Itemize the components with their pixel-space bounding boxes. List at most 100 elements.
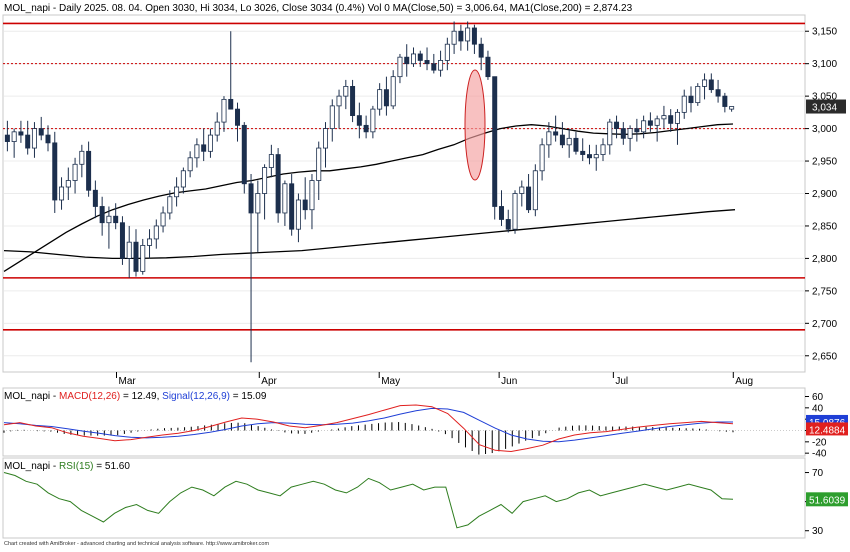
candle-body-up	[397, 56, 403, 78]
candle	[59, 177, 65, 210]
candle	[519, 180, 525, 207]
candle	[99, 196, 105, 236]
candle	[45, 125, 51, 152]
candle	[316, 141, 322, 200]
candle	[228, 31, 234, 110]
macd-value-label: 12.4884	[809, 425, 846, 436]
candle	[356, 102, 362, 139]
candle	[702, 73, 708, 100]
candle	[201, 128, 207, 162]
time-axis: Mar Apr May Jun Jul Aug	[116, 372, 753, 387]
candle-body-down	[526, 186, 532, 211]
candle	[715, 79, 721, 103]
candle-body-down	[25, 134, 31, 149]
candle-body-up	[255, 193, 261, 214]
candle	[72, 157, 78, 194]
candle-body-up	[546, 131, 552, 146]
candle	[167, 190, 173, 220]
candle	[119, 216, 125, 265]
month-label: May	[381, 376, 400, 387]
footer-credit: Chart created with AmiBroker - advanced …	[4, 541, 269, 547]
candle	[397, 53, 403, 84]
candle	[18, 120, 24, 143]
candle	[668, 109, 674, 132]
macd-line	[3, 404, 734, 453]
candle-body-down	[668, 115, 674, 124]
candle-body-up	[194, 144, 200, 159]
candle-body-up	[661, 115, 667, 120]
candle-body-up	[221, 98, 227, 123]
candle	[106, 206, 112, 249]
candle-body-down	[86, 150, 92, 191]
candle	[695, 83, 701, 106]
candle-body-up	[593, 154, 599, 159]
candle	[302, 177, 308, 220]
candle	[11, 128, 17, 158]
candle	[336, 89, 342, 129]
candle	[262, 164, 268, 220]
candle-body-down	[356, 115, 362, 126]
price-tick-label: 2,850	[812, 221, 837, 232]
candle	[478, 37, 484, 71]
candle	[674, 109, 680, 145]
candle	[485, 50, 491, 80]
candle-body-up	[607, 121, 613, 146]
rsi-value-label: 51.6039	[809, 495, 846, 506]
candle-body-down	[113, 215, 119, 224]
candle-body-up	[65, 180, 71, 188]
price-axis: 2,650 2,700 2,750 2,800 2,850 2,900 2,950 3,000…	[805, 27, 846, 362]
last-price-badge	[806, 99, 846, 114]
candle	[512, 190, 518, 234]
candle-body-down	[492, 76, 498, 207]
candle-body-up	[72, 163, 78, 181]
candle-body-up	[390, 76, 396, 107]
candle-body-down	[647, 120, 653, 126]
price-tick-label: 2,650	[812, 351, 837, 362]
horizontal-levels	[3, 22, 805, 331]
candle-body-up	[174, 186, 180, 198]
candle-body-up	[600, 144, 606, 155]
candle-body-up	[160, 212, 166, 227]
candle	[241, 122, 247, 194]
candle	[377, 83, 383, 116]
month-label: Jul	[615, 376, 628, 387]
price-tick-label: 2,900	[812, 189, 837, 200]
candle	[431, 53, 437, 74]
candle-body-up	[167, 196, 173, 214]
candle	[559, 122, 565, 149]
macd-lines	[3, 404, 734, 453]
candle-body-up	[465, 27, 471, 42]
candle	[86, 141, 92, 197]
candle	[546, 122, 552, 158]
candle-body-up	[377, 89, 383, 110]
candle	[383, 76, 389, 116]
candle-body-up	[451, 30, 457, 45]
rsi-line	[3, 472, 734, 529]
ma200-line	[3, 209, 736, 260]
candle-body-down	[363, 124, 369, 133]
candle	[140, 238, 146, 275]
candle-body-up	[282, 183, 288, 214]
candle	[465, 21, 471, 51]
candle	[722, 92, 728, 113]
candle-body-up	[140, 245, 146, 272]
candle	[444, 37, 450, 71]
candle-body-down	[201, 144, 207, 152]
candle	[4, 120, 10, 152]
candle-body-up	[370, 108, 376, 133]
candle-body-down	[92, 189, 98, 207]
candle-body-down	[52, 142, 58, 201]
candle-body-up	[106, 215, 112, 224]
month-label: Mar	[119, 376, 137, 387]
candle	[309, 174, 315, 230]
candle-body-down	[614, 121, 620, 129]
candle	[681, 89, 687, 119]
candle-body-up	[654, 118, 660, 126]
candle	[580, 138, 586, 162]
candle-body-up	[126, 241, 132, 259]
candle	[627, 125, 633, 152]
candle	[492, 76, 498, 220]
candle-body-down	[119, 222, 125, 259]
candle-body-down	[350, 86, 356, 117]
